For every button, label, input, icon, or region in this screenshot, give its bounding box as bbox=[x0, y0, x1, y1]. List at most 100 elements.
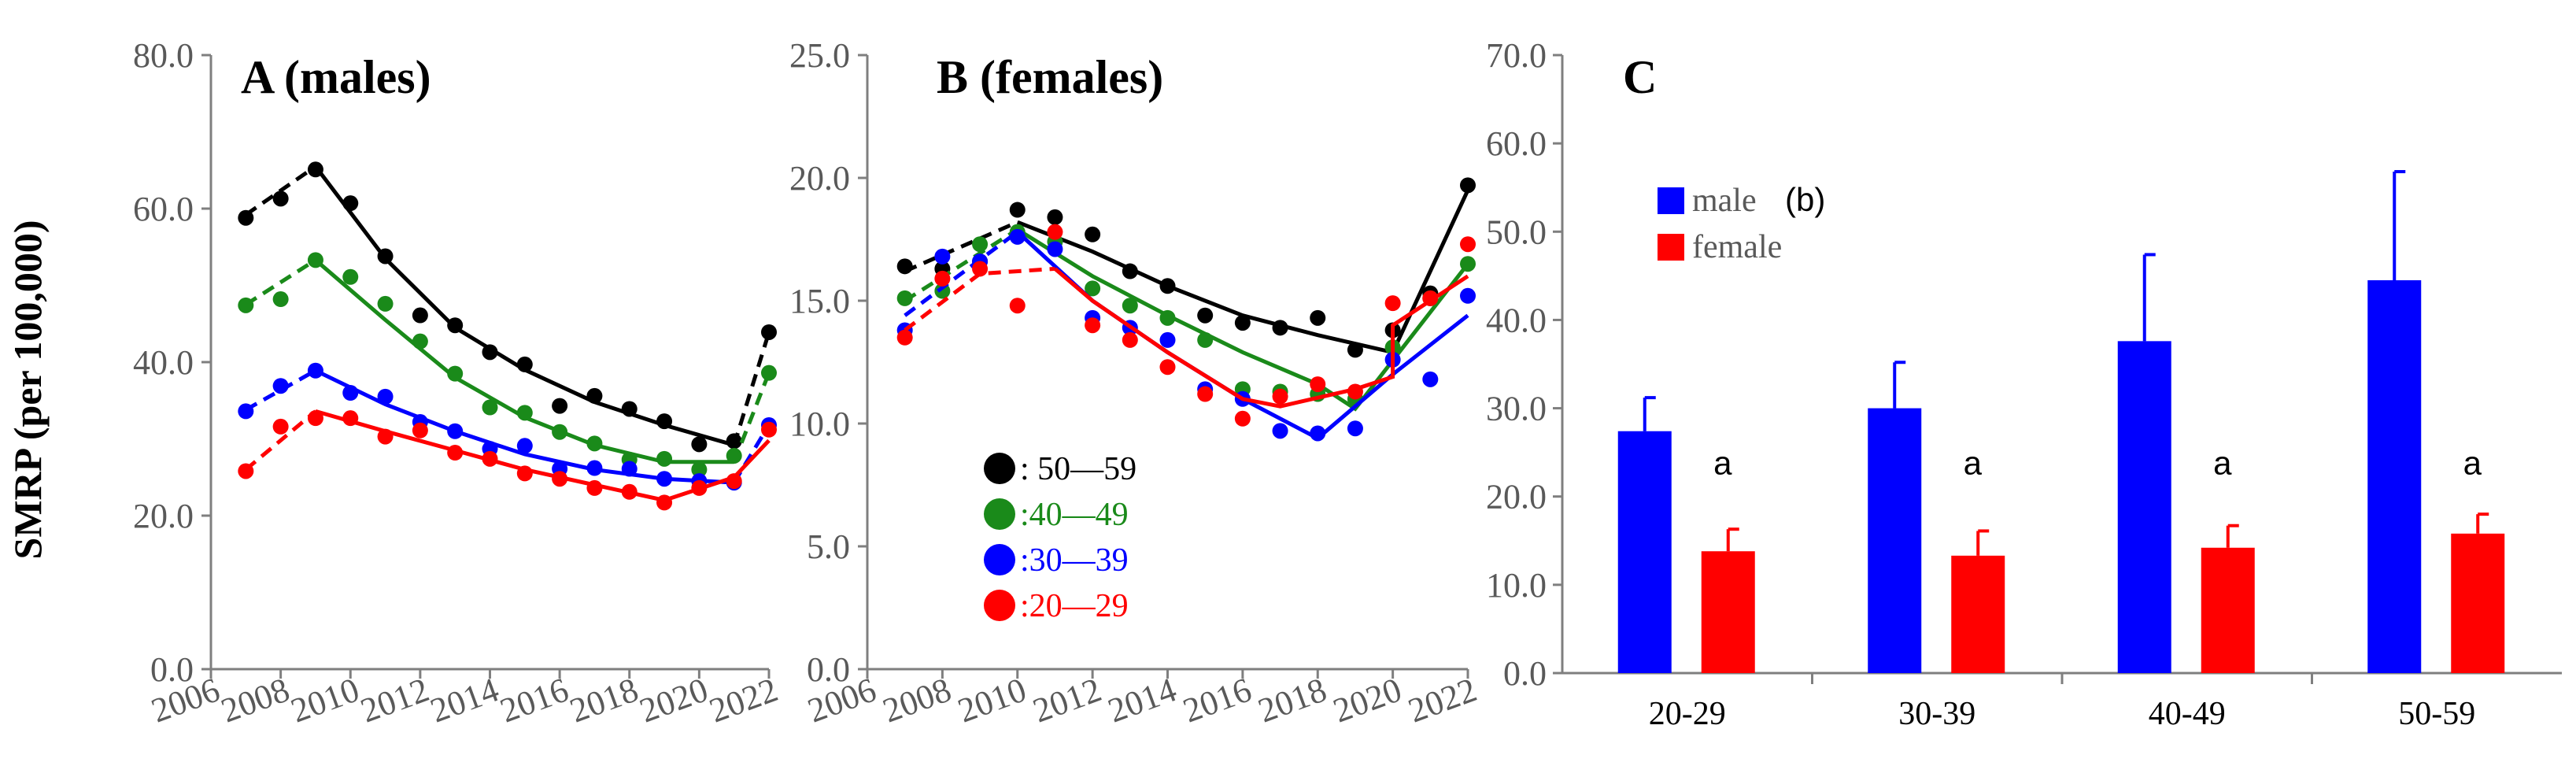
panel-a-y-tick-label: 40.0 bbox=[133, 343, 194, 382]
panel-a-series-2 bbox=[238, 362, 777, 491]
panel-a-marks bbox=[238, 161, 777, 511]
panel-b-fit-dashed-line bbox=[904, 220, 1018, 273]
panel-b-data-point bbox=[1310, 425, 1326, 442]
panel-b-data-point bbox=[1159, 309, 1176, 326]
panel-b-data-point bbox=[1122, 331, 1138, 348]
panel-b-x-tick-label: 2016 bbox=[1178, 670, 1256, 730]
panel-b-x-tick-label: 2008 bbox=[878, 670, 955, 730]
panel-a-males: A (males) 0.020.040.060.080.020062008201… bbox=[133, 36, 782, 730]
panel-a-data-point bbox=[656, 471, 673, 487]
panel-a-data-point bbox=[307, 161, 323, 178]
panel-b-data-point bbox=[1422, 290, 1439, 306]
panel-c-y-tick-label: 20.0 bbox=[1486, 478, 1547, 516]
panel-b-data-point bbox=[1047, 209, 1063, 225]
panel-b-data-point bbox=[1047, 224, 1063, 240]
panel-b-data-point bbox=[896, 290, 913, 306]
panel-c-title: C bbox=[1623, 51, 1657, 103]
legend-label: :20—29 bbox=[1020, 588, 1129, 624]
panel-c-bar-male bbox=[1617, 431, 1672, 673]
panel-a-data-point bbox=[726, 473, 742, 490]
panel-a-data-point bbox=[656, 494, 673, 511]
panel-a-data-point bbox=[307, 252, 323, 268]
panel-a-x-tick-label: 2008 bbox=[216, 670, 294, 730]
panel-b-legend: : 50—59:40—49:30—39:20—29 bbox=[984, 451, 1136, 624]
panel-a-y-tick-label: 60.0 bbox=[133, 190, 194, 228]
legend-label: :40—49 bbox=[1020, 497, 1129, 533]
y-axis-label: SMRP (per 100,000) bbox=[6, 220, 50, 560]
panel-b-data-point bbox=[1460, 287, 1476, 304]
panel-a-fit-dashed-line bbox=[244, 165, 317, 216]
panel-a-data-point bbox=[516, 356, 533, 372]
panel-b-data-point bbox=[972, 261, 989, 277]
panel-b-series-3 bbox=[896, 224, 1476, 427]
panel-b-data-point bbox=[1310, 376, 1326, 393]
legend-label-male: male bbox=[1692, 183, 1757, 219]
panel-a-title: A (males) bbox=[241, 51, 431, 103]
legend-marker bbox=[984, 498, 1015, 530]
panel-a-fit-dashed-line bbox=[732, 372, 771, 463]
panel-c-significance-label: a bbox=[1964, 445, 1983, 482]
panel-b-fit-dashed-line bbox=[904, 228, 1019, 303]
panel-b-data-point bbox=[1085, 226, 1101, 242]
panel-a-series-3 bbox=[238, 409, 777, 511]
panel-a-y-tick-label: 80.0 bbox=[133, 36, 194, 75]
panel-a-data-point bbox=[307, 362, 323, 379]
panel-b-y-tick-label: 25.0 bbox=[789, 36, 850, 75]
panel-b-y-tick-label: 15.0 bbox=[789, 282, 850, 320]
panel-b-data-point bbox=[1122, 298, 1138, 314]
panel-b-x-tick-label: 2022 bbox=[1403, 670, 1481, 730]
legend-label: :30—39 bbox=[1020, 542, 1129, 579]
panel-a-x-tick-label: 2018 bbox=[565, 670, 643, 730]
panel-a-data-point bbox=[238, 297, 254, 313]
panel-a-data-point bbox=[412, 307, 428, 324]
panel-c-bar-female bbox=[1701, 551, 1755, 673]
panel-b-x-tick-label: 2014 bbox=[1103, 670, 1181, 730]
legend-swatch-female bbox=[1658, 234, 1684, 261]
panel-b-series-0 bbox=[896, 177, 1476, 358]
legend-label-female: female bbox=[1692, 229, 1782, 265]
panel-a-data-point bbox=[552, 471, 568, 487]
panel-a-y-tick-label: 0.0 bbox=[150, 650, 194, 689]
panel-a-data-point bbox=[238, 463, 254, 479]
panel-a-x-tick-label: 2016 bbox=[495, 670, 573, 730]
legend-marker bbox=[984, 544, 1015, 575]
panel-c-y-tick-label: 60.0 bbox=[1486, 124, 1547, 163]
panel-a-data-point bbox=[377, 428, 394, 445]
panel-b-data-point bbox=[1422, 371, 1439, 387]
panel-a-x-tick-label: 2010 bbox=[286, 670, 364, 730]
panel-a-data-point bbox=[621, 483, 638, 500]
panel-a-data-point bbox=[377, 388, 394, 405]
panel-b-data-point bbox=[1347, 383, 1363, 400]
panel-b-data-point bbox=[1009, 202, 1026, 218]
panel-a-data-point bbox=[272, 378, 289, 394]
panel-c-y-tick-label: 10.0 bbox=[1486, 566, 1547, 605]
panel-a-data-point bbox=[516, 438, 533, 454]
panel-a-data-point bbox=[238, 209, 254, 226]
panel-c-y-tick-label: 40.0 bbox=[1486, 301, 1547, 339]
panel-b-data-point bbox=[972, 236, 989, 253]
panel-a-data-point bbox=[482, 399, 498, 416]
panel-b-data-point bbox=[1085, 280, 1101, 297]
panel-a-x-tick-label: 2014 bbox=[425, 670, 503, 730]
panel-c-bar-male bbox=[1868, 408, 1922, 673]
panel-b-data-point bbox=[1460, 256, 1476, 272]
panel-c-legend: male (b)female bbox=[1658, 181, 1825, 265]
panel-a-data-point bbox=[516, 465, 533, 482]
panel-a-data-point bbox=[238, 403, 254, 420]
panel-c-bar-male bbox=[2367, 279, 2422, 673]
panel-a-y-tick-label: 20.0 bbox=[133, 497, 194, 535]
panel-c-bar-female bbox=[2451, 533, 2505, 673]
panel-b-data-point bbox=[1272, 423, 1288, 439]
panel-b-data-point bbox=[1159, 278, 1176, 294]
panel-a-data-point bbox=[447, 317, 464, 334]
panel-a-data-point bbox=[307, 410, 323, 427]
panel-a-data-point bbox=[621, 401, 638, 417]
panel-a-data-point bbox=[412, 333, 428, 350]
panel-a-axes: 0.020.040.060.080.0200620082010201220142… bbox=[133, 36, 782, 730]
panel-b-females: B (females) 0.05.010.015.020.025.0200620… bbox=[789, 36, 1481, 730]
panel-a-x-tick-label: 2020 bbox=[634, 670, 712, 730]
panel-a-data-point bbox=[586, 387, 603, 404]
panel-a-data-point bbox=[552, 424, 568, 440]
panel-b-title: B (females) bbox=[937, 51, 1163, 103]
